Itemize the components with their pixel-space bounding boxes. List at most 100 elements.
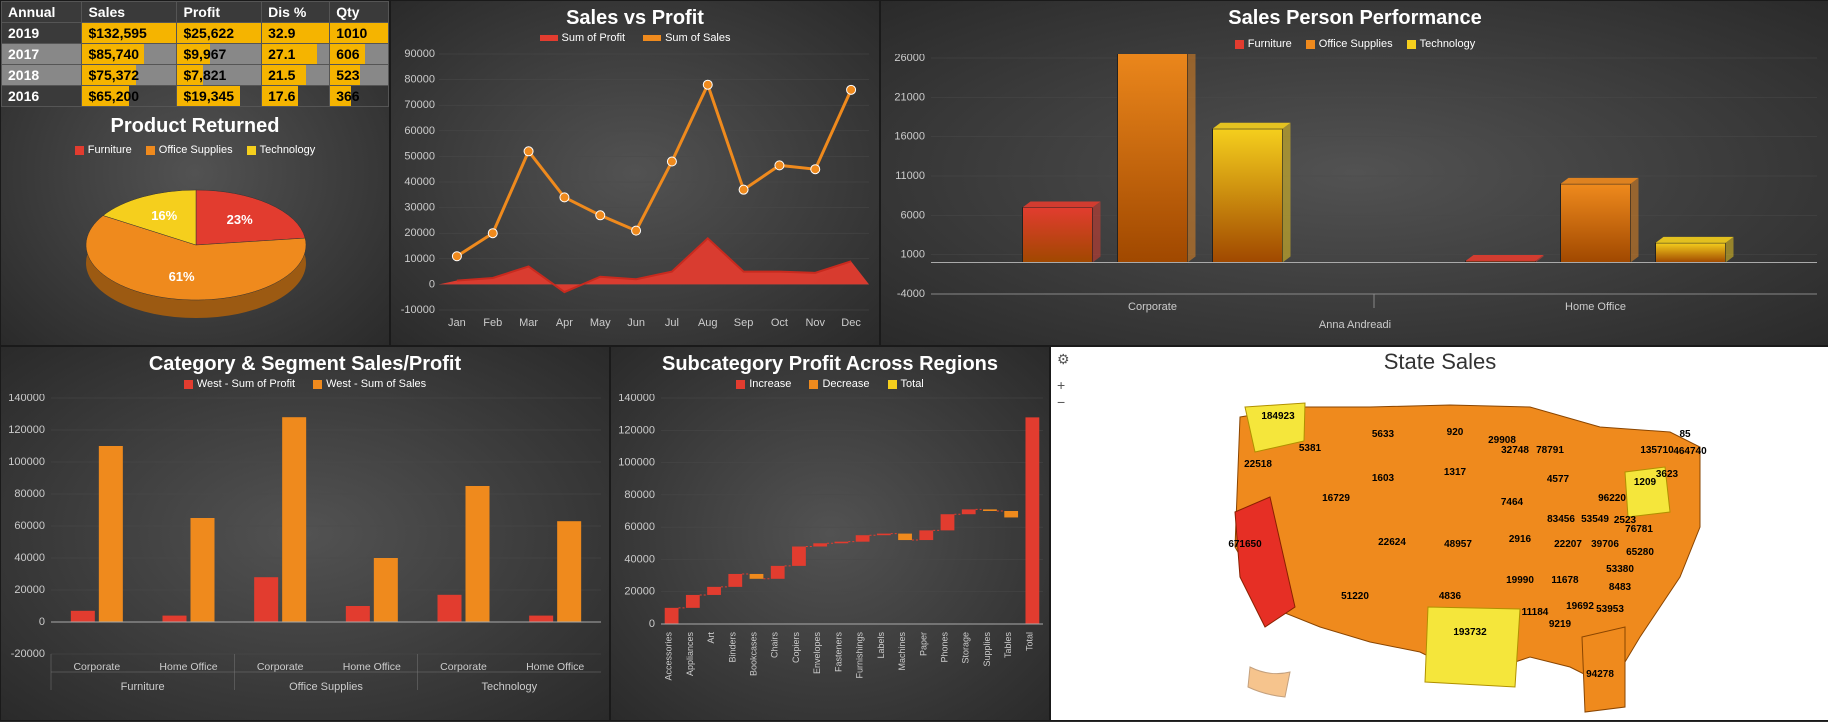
svg-text:48957: 48957	[1444, 539, 1472, 550]
svg-text:Machines: Machines	[897, 632, 907, 671]
sales-vs-profit-title: Sales vs Profit	[391, 1, 879, 32]
legend-total: Total	[888, 378, 924, 390]
svg-text:-20000: -20000	[11, 648, 45, 660]
table-row[interactable]: 2018$75,372$7,82121.5523	[2, 65, 389, 86]
subcategory-chart: 020000400006000080000100000120000140000A…	[611, 394, 1051, 704]
svg-text:22207: 22207	[1554, 539, 1582, 550]
svg-text:120000: 120000	[8, 424, 45, 436]
svg-text:Art: Art	[706, 632, 716, 644]
annual-and-pie-panel: AnnualSalesProfitDis %Qty 2019$132,595$2…	[0, 0, 390, 346]
svg-text:40000: 40000	[14, 552, 45, 564]
svg-text:193732: 193732	[1453, 627, 1487, 638]
svg-text:0: 0	[649, 618, 655, 630]
svg-text:20000: 20000	[14, 584, 45, 596]
svg-text:11678: 11678	[1551, 575, 1579, 586]
svg-text:-4000: -4000	[897, 288, 925, 300]
svg-text:Mar: Mar	[519, 317, 538, 329]
annual-table: AnnualSalesProfitDis %Qty 2019$132,595$2…	[1, 1, 389, 107]
svg-text:Corporate: Corporate	[73, 661, 120, 673]
svg-text:Supplies: Supplies	[982, 632, 992, 667]
subcategory-title: Subcategory Profit Across Regions	[611, 347, 1049, 378]
svg-text:40000: 40000	[624, 553, 655, 565]
legend-sales: West - Sum of Sales	[313, 378, 426, 390]
svg-text:10000: 10000	[404, 253, 435, 265]
svg-text:50000: 50000	[404, 150, 435, 162]
legend-sales: Sum of Sales	[643, 32, 730, 44]
svg-text:5633: 5633	[1372, 429, 1395, 440]
svg-text:Home Office: Home Office	[343, 661, 401, 673]
category-segment-chart: -200000200004000060000800001000001200001…	[1, 394, 611, 704]
zoom-controls[interactable]: +−	[1057, 377, 1065, 411]
svg-text:94278: 94278	[1586, 669, 1614, 680]
svg-text:16000: 16000	[894, 131, 925, 143]
svg-text:Nov: Nov	[805, 317, 825, 329]
annual-header-sales[interactable]: Sales	[82, 2, 177, 23]
svg-text:140000: 140000	[618, 394, 655, 404]
svg-text:671650: 671650	[1228, 539, 1262, 550]
annual-header-dis[interactable]: Dis %	[262, 2, 330, 23]
svg-text:80000: 80000	[404, 74, 435, 86]
svg-text:Dec: Dec	[841, 317, 861, 329]
svg-text:78791: 78791	[1536, 445, 1564, 456]
svg-text:30000: 30000	[404, 202, 435, 214]
svg-text:53380: 53380	[1606, 564, 1634, 575]
annual-header-qty[interactable]: Qty	[330, 2, 389, 23]
svg-text:Labels: Labels	[876, 632, 886, 659]
svg-text:1209: 1209	[1634, 477, 1657, 488]
svg-text:3623: 3623	[1656, 469, 1679, 480]
svg-text:Fasteners: Fasteners	[833, 632, 843, 673]
annual-header-profit[interactable]: Profit	[177, 2, 262, 23]
legend-office: Office Supplies	[1306, 38, 1393, 50]
svg-text:26000: 26000	[894, 54, 925, 64]
svg-text:Phones: Phones	[940, 632, 950, 663]
svg-text:120000: 120000	[618, 424, 655, 436]
sales-vs-profit-chart: -10000 0 10000 20000 30000 40000 50000 60000 700…	[391, 48, 881, 336]
sales-person-panel: Sales Person Performance Furniture Offic…	[880, 0, 1828, 346]
svg-text:60000: 60000	[404, 125, 435, 137]
gear-icon[interactable]: ⚙	[1057, 351, 1070, 368]
svg-text:60000: 60000	[624, 521, 655, 533]
svg-text:0: 0	[429, 278, 435, 290]
svg-text:Apr: Apr	[556, 317, 573, 329]
svg-text:20000: 20000	[624, 586, 655, 598]
legend-increase: Increase	[736, 378, 791, 390]
svg-text:70000: 70000	[404, 99, 435, 111]
svg-text:Chairs: Chairs	[770, 632, 780, 659]
svg-text:Envelopes: Envelopes	[812, 632, 822, 675]
svg-text:Copiers: Copiers	[791, 632, 801, 664]
svg-text:53549: 53549	[1581, 514, 1609, 525]
svg-text:1000: 1000	[901, 249, 925, 261]
category-segment-panel: Category & Segment Sales/Profit West - S…	[0, 346, 610, 721]
svg-text:85: 85	[1679, 429, 1691, 440]
sales-vs-profit-legend: Sum of Profit Sum of Sales	[391, 32, 879, 44]
table-row[interactable]: 2016$65,200$19,34517.6366	[2, 86, 389, 107]
svg-text:May: May	[590, 317, 611, 329]
state-sales-map[interactable]: 1849232251853815633920299081672916031317…	[1051, 377, 1828, 717]
svg-text:Sep: Sep	[734, 317, 754, 329]
subcategory-panel: Subcategory Profit Across Regions Increa…	[610, 346, 1050, 721]
table-row[interactable]: 2017$85,740$9,96727.1606	[2, 44, 389, 65]
svg-text:2916: 2916	[1509, 534, 1532, 545]
svg-text:135710: 135710	[1640, 445, 1674, 456]
svg-text:40000: 40000	[404, 176, 435, 188]
svg-text:-10000: -10000	[401, 304, 435, 316]
svg-text:Corporate: Corporate	[440, 661, 487, 673]
svg-text:9219: 9219	[1549, 619, 1572, 630]
svg-text:920: 920	[1447, 427, 1464, 438]
svg-text:7464: 7464	[1501, 497, 1524, 508]
state-sales-panel: ⚙ +− State Sales 18492322518538156339202…	[1050, 346, 1828, 721]
svg-text:23%: 23%	[227, 212, 253, 227]
svg-text:20000: 20000	[404, 227, 435, 239]
svg-text:Aug: Aug	[698, 317, 718, 329]
svg-text:Accessories: Accessories	[664, 632, 674, 681]
svg-text:21000: 21000	[894, 91, 925, 103]
legend-decrease: Decrease	[809, 378, 869, 390]
legend-furniture: Furniture	[1235, 38, 1292, 50]
table-row[interactable]: 2019$132,595$25,62232.91010	[2, 23, 389, 44]
annual-header-annual[interactable]: Annual	[2, 2, 82, 23]
svg-text:100000: 100000	[618, 457, 655, 469]
svg-text:76781: 76781	[1625, 524, 1653, 535]
svg-text:60000: 60000	[14, 520, 45, 532]
svg-text:4577: 4577	[1547, 474, 1570, 485]
svg-text:Furnishings: Furnishings	[855, 632, 865, 679]
